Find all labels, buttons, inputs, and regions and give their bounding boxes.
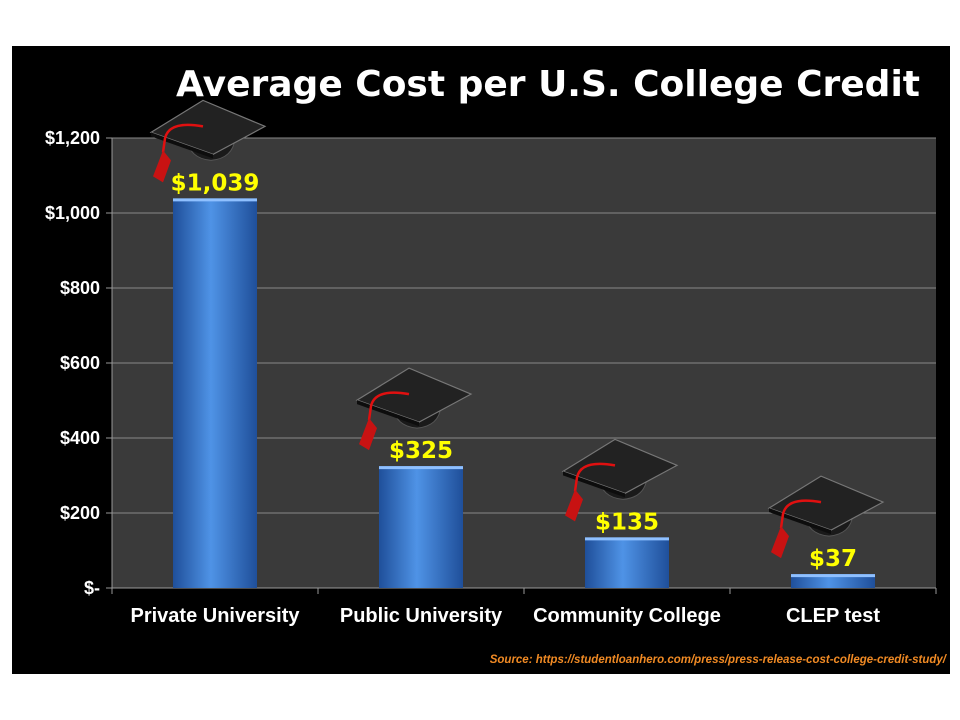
bar [791,574,875,588]
chart-title: Average Cost per U.S. College Credit [176,64,920,105]
source-note: Source: https://studentloanhero.com/pres… [490,654,948,666]
bar-highlight [173,198,257,202]
labels: $- $200 $400 $600 $800 $1,000 $1,200 $1,039 Priv… [45,99,885,627]
value-label: $325 [389,438,453,464]
graduation-cap-icon [767,475,885,559]
value-label: $135 [595,509,659,535]
y-tick-label: $600 [60,353,100,373]
value-label: $1,039 [171,170,260,196]
category-label: CLEP test [786,605,880,627]
bar [585,537,669,588]
category-label: Community College [533,605,721,627]
bar-highlight [585,537,669,541]
bar-highlight [791,574,875,578]
y-tick-label: $400 [60,428,100,448]
bar [173,198,257,588]
bars [173,198,875,588]
bar-highlight [379,466,463,470]
bar-chart: $- $200 $400 $600 $800 $1,000 $1,200 $1,039 Priv… [45,64,948,666]
y-tick-label: $1,000 [45,203,100,223]
y-tick-label: $200 [60,503,100,523]
graduation-cap-icon [355,367,473,451]
chart-panel: $- $200 $400 $600 $800 $1,000 $1,200 $1,039 Priv… [12,46,950,674]
y-tick-label: $800 [60,278,100,298]
graduation-cap-icon [149,99,267,183]
y-tick-label: $- [84,578,100,598]
category-label: Public University [340,605,503,627]
bar [379,466,463,588]
category-label: Private University [131,605,301,627]
value-label: $37 [809,546,857,572]
graduation-cap-icon [561,438,679,522]
y-tick-label: $1,200 [45,128,100,148]
